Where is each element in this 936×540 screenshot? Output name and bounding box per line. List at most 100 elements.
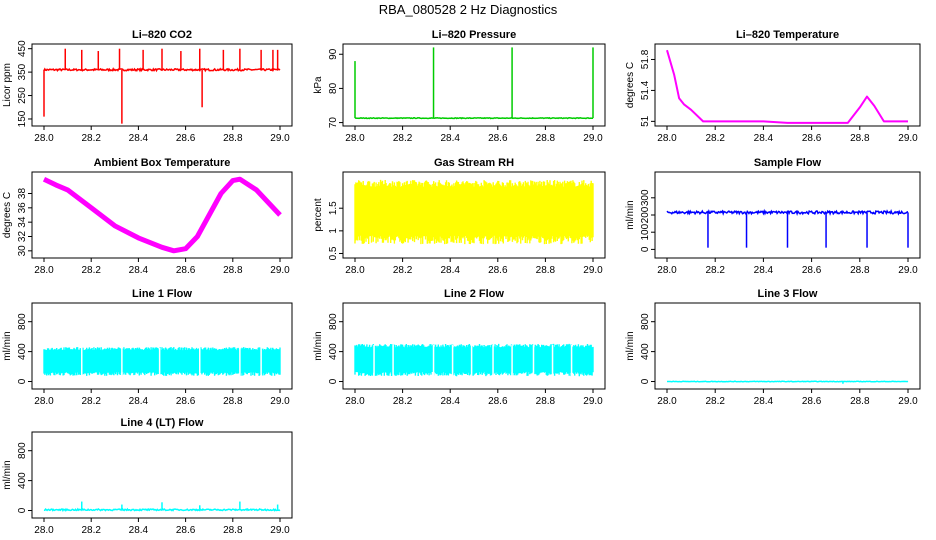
x-tick-label: 28.8 [850,133,870,144]
y-tick-label: 1 [328,228,339,234]
x-tick-label: 28.0 [345,396,365,407]
y-axis-label: degrees C [2,192,13,238]
panel-co2: Li–820 CO2 Licor ppm 28.0 28.2 28.4 28.6 28.8 2… [2,29,293,144]
panel-line1: Line 1 Flow ml/min 28.0 28.2 28.4 28.6 28.8 29.… [2,288,293,407]
x-tick-label: 29.0 [898,133,918,144]
y-tick-label: 0 [640,246,651,252]
panel-ambient: Ambient Box Temperature degrees C 28.0 28.2… [2,157,293,276]
x-tick-label: 28.8 [536,396,556,407]
y-axis-label: kPa [313,76,324,94]
x-tick-label: 28.6 [802,133,822,144]
plot-frame [654,302,921,390]
x-tick-label: 28.0 [345,133,365,144]
x-tick-label: 28.2 [81,525,101,536]
data-layer [666,208,909,248]
x-tick-label: 28.4 [440,265,460,276]
panel-sample: Sample Flow ml/min 28.0 28.2 28.4 28.6 28.8 29.… [625,157,921,276]
plot-frame [31,171,293,259]
x-tick-label: 28.2 [705,133,725,144]
y-axis-label: ml/min [313,331,324,360]
y-tick-label: 90 [328,48,339,60]
data-series [43,67,281,73]
panel-title: Line 4 (LT) Flow [121,417,204,429]
plot-frame [654,43,921,127]
x-tick-label: 28.4 [754,396,774,407]
x-tick-label: 28.4 [129,396,149,407]
y-tick-label: 0 [17,507,28,513]
panel-title: Sample Flow [754,157,822,169]
x-tick-label: 28.4 [754,133,774,144]
y-axis-label: Licor ppm [2,63,13,107]
y-tick-label: 70 [328,117,339,129]
x-tick-label: 28.0 [657,133,677,144]
x-tick-label: 28.6 [176,396,196,407]
x-tick-label: 28.4 [754,265,774,276]
x-tick-label: 28.8 [223,396,243,407]
y-tick-label: 30 [17,245,28,257]
x-tick-label: 28.6 [176,265,196,276]
data-series [42,176,282,254]
x-tick-label: 28.2 [81,265,101,276]
y-axis-label: percent [313,198,324,232]
plot-frame [342,43,606,127]
data-series [354,116,593,120]
x-tick-label: 28.8 [223,133,243,144]
x-tick-label: 28.0 [34,525,54,536]
panel-title: Li–820 Temperature [736,29,839,41]
data-series [666,49,908,124]
x-tick-label: 28.4 [129,265,149,276]
y-tick-label: 300 [640,189,651,206]
x-tick-label: 28.2 [81,133,101,144]
x-tick-label: 29.0 [583,133,603,144]
plot-frame [31,431,293,519]
y-tick-label: 51.4 [640,80,651,100]
x-tick-label: 28.8 [223,525,243,536]
data-band [354,343,594,377]
x-tick-label: 28.4 [129,133,149,144]
panel-title: Li–820 CO2 [132,29,192,41]
y-tick-label: 100 [640,223,651,240]
x-tick-label: 28.6 [176,525,196,536]
x-tick-label: 28.6 [488,133,508,144]
y-axis-label: ml/min [2,460,13,489]
x-tick-label: 28.2 [393,265,413,276]
panel-rh: Gas Stream RH percent 28.0 28.2 28.4 28.6 28.8… [313,157,606,276]
y-tick-label: 350 [17,63,28,80]
x-tick-label: 28.6 [488,396,508,407]
y-tick-label: 80 [328,82,339,94]
plot-frame [342,171,606,259]
x-tick-label: 28.0 [34,265,54,276]
panel-title: Gas Stream RH [434,157,514,169]
y-tick-label: 51 [640,115,651,127]
y-tick-label: 51.8 [640,49,651,69]
data-layer [43,48,281,124]
data-band [354,179,594,245]
data-series [43,507,281,512]
figure-title: RBA_080528 2 Hz Diagnostics [378,2,558,17]
panel-line2: Line 2 Flow ml/min 28.0 28.2 28.4 28.6 28.8 29.… [313,288,606,407]
x-tick-label: 28.2 [81,396,101,407]
x-tick-label: 29.0 [898,265,918,276]
y-tick-label: 200 [640,206,651,223]
panel-temperature: Li–820 Temperature degrees C 28.0 28.2 28.4 2… [625,29,921,144]
y-tick-label: 400 [17,343,28,360]
x-tick-label: 28.0 [34,133,54,144]
x-tick-label: 28.6 [176,133,196,144]
x-tick-label: 28.4 [440,396,460,407]
x-tick-label: 28.2 [393,133,413,144]
x-tick-label: 28.8 [850,396,870,407]
y-tick-label: 0 [17,378,28,384]
x-tick-label: 29.0 [583,265,603,276]
x-tick-label: 29.0 [898,396,918,407]
y-tick-label: 800 [640,313,651,330]
panel-line3: Line 3 Flow ml/min 28.0 28.2 28.4 28.6 28.8 29.… [625,288,921,407]
x-tick-label: 28.8 [223,265,243,276]
y-tick-label: 1.5 [328,201,339,215]
y-tick-label: 250 [17,87,28,104]
y-tick-label: 36 [17,202,28,214]
y-tick-label: 0.5 [328,246,339,260]
data-band [43,347,281,376]
panel-title: Li–820 Pressure [432,29,516,41]
x-tick-label: 29.0 [270,525,290,536]
